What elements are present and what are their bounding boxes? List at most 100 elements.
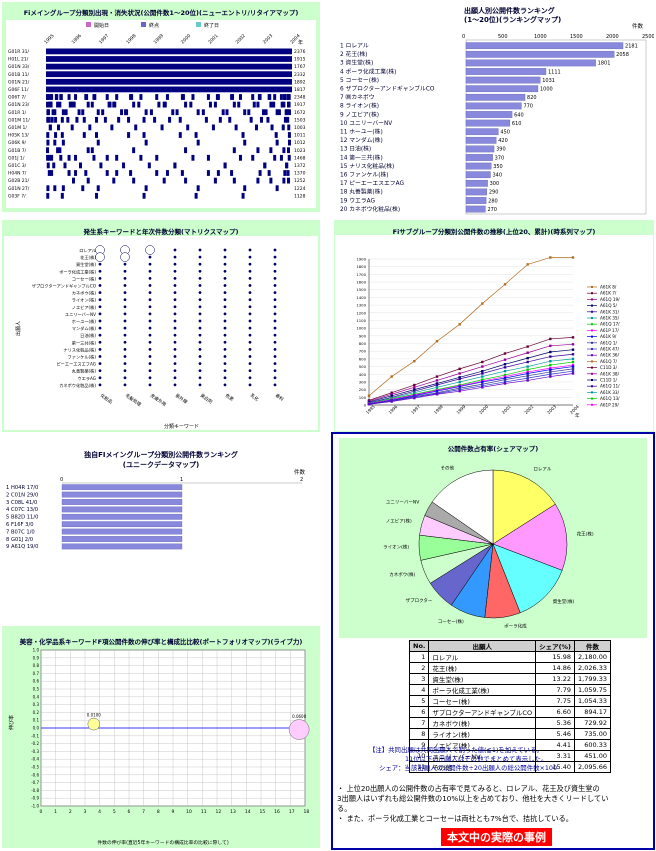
matrix-bubble (98, 347, 102, 351)
bubble-label: 0.0100 (87, 713, 101, 718)
legend-label: A61Q 1/ (600, 340, 617, 345)
timeline-tick (173, 162, 177, 169)
matrix-bubble (173, 312, 177, 316)
panel-portfolio-map: 美容・化学品系キーワードF項公開件数の伸び率と構成比比較(ポートフォリオマップ)… (2, 626, 320, 848)
ranking-bar (465, 42, 624, 50)
data-point (526, 263, 529, 266)
matrix-bubble (148, 298, 152, 302)
timeline-tick (184, 177, 188, 184)
row-label: 第一三共(株) (72, 339, 97, 346)
timeline-tick (60, 132, 64, 138)
timeline-tick (247, 109, 251, 116)
y-tick-label: 1.0 (33, 648, 40, 653)
x-unit: 年 (298, 39, 303, 46)
bar-label: 3 C08L 41/0 (6, 500, 37, 506)
timeline-tick (61, 185, 65, 192)
pie-label: 花王(株) (577, 530, 594, 537)
data-point (526, 372, 529, 375)
data-point (503, 283, 507, 286)
row-label: G01N 23/ (8, 102, 30, 108)
timeline-tick (283, 94, 287, 100)
matrix-bubble (173, 333, 177, 337)
pie-label: ノエビア(株) (386, 518, 412, 525)
row-value: 1370 (294, 171, 306, 177)
timeline-tick (153, 116, 157, 123)
x-tick-label: 12 (216, 809, 222, 815)
cell-no: 4 (408, 684, 430, 696)
timeline-tick (63, 162, 67, 169)
timeline-bar (46, 78, 292, 85)
legend-label: A61P 29/ (600, 402, 619, 407)
data-point (526, 345, 529, 348)
y-tick-label: 1700 (356, 272, 366, 277)
timeline-tick (228, 116, 232, 123)
summary-text: ・ 上位20出願人の公開件数の占有率で見てみると、ロレアル、花王及び資生堂の 3… (337, 784, 649, 824)
pie-slice (431, 469, 494, 545)
legend-label: A61P 17/ (600, 328, 619, 333)
row-label: G01M 1/ (8, 125, 27, 131)
data-point (571, 336, 575, 339)
matrix-bubble (148, 291, 152, 295)
row-label: G03F 7/ (8, 193, 26, 199)
legend-label: A61K 7/ (600, 291, 617, 296)
timeline-tick (216, 94, 220, 100)
timeline-tick (285, 162, 289, 169)
matrix-bubble (173, 355, 177, 358)
timeline-tick (134, 124, 138, 131)
matrix-bubble (198, 355, 202, 358)
unique-bar (61, 506, 183, 513)
timeline-tick (237, 101, 241, 108)
share-table-row: 6 ザプロクターアンドギャンブルCO 6.60 894.17 (408, 706, 611, 718)
timeline-tick (90, 101, 94, 108)
data-point (458, 377, 461, 381)
matrix-bubble (123, 262, 127, 266)
pie-label: ユニリーバーNV (386, 500, 420, 506)
timeline-tick (79, 162, 83, 169)
data-point (435, 340, 439, 343)
timeline-tick (46, 192, 50, 199)
timeline-tick (127, 116, 131, 123)
row-value: 1917 (294, 102, 306, 108)
matrix-bubble (273, 248, 277, 252)
row-value: 2348 (294, 95, 306, 101)
matrix-bubble-chart: ロレアル花王(株)資生堂(株)ポーラ化成工業(株)コーセー(株)ザプロクターアン… (4, 236, 318, 430)
cell-no: 1 (408, 651, 430, 663)
data-point (503, 352, 507, 355)
timeline-tick (112, 177, 116, 184)
cell-no: 3 (408, 673, 430, 685)
unique-bar (61, 521, 183, 528)
data-point (549, 368, 552, 371)
ranking-bar (465, 111, 513, 118)
cell-no: 11 (408, 761, 430, 773)
timeline-tick (211, 124, 215, 131)
bar-value: 2058 (616, 52, 629, 58)
panel-5-title: 独自FIメイングループ分類別公開件数ランキング (84, 451, 238, 459)
timeline-tick (81, 109, 85, 116)
matrix-bubble (145, 245, 155, 255)
ranking-bar (465, 128, 499, 136)
cell-share: 13.22 (535, 673, 576, 685)
cell-no: 7 (408, 717, 430, 729)
timeline-tick (230, 170, 234, 176)
data-point (458, 372, 461, 375)
matrix-bubble (148, 312, 152, 316)
matrix-bubble (98, 383, 102, 387)
ranking-bar (465, 68, 547, 75)
matrix-bubble (148, 319, 152, 323)
bar-label: 4 C07C 13/0 (6, 507, 38, 513)
data-point (571, 360, 575, 364)
matrix-bubble (98, 355, 102, 358)
row-label: G02B 21/ (8, 178, 29, 184)
matrix-bubble (98, 333, 102, 337)
matrix-bubble (148, 284, 152, 287)
series-line (368, 368, 574, 405)
data-point (458, 388, 461, 391)
y-tick-label: 1100 (356, 318, 366, 323)
timeline-tick (189, 101, 193, 108)
bar-value: 1031 (542, 78, 555, 84)
timeline-tick (186, 124, 190, 131)
matrix-bubble (223, 291, 227, 295)
timeline-tick (46, 185, 50, 192)
x-tick-label: 10 (186, 809, 192, 815)
col-no: No. (408, 640, 430, 652)
